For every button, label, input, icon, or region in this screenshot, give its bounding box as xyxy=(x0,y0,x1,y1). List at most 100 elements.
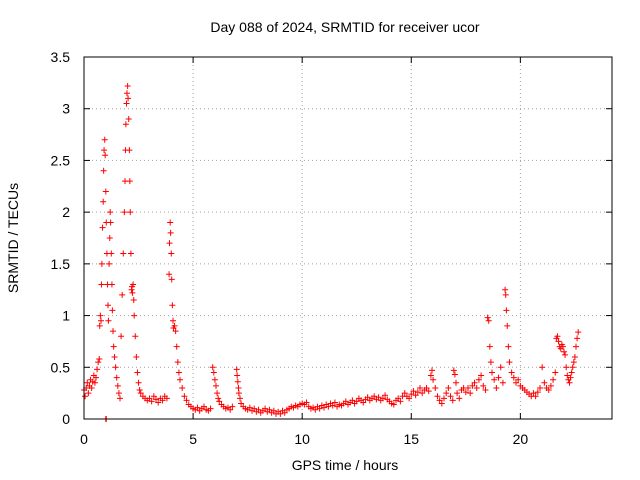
data-point xyxy=(150,393,157,400)
data-point xyxy=(183,397,190,404)
data-point xyxy=(503,307,510,314)
data-point xyxy=(234,372,241,379)
data-point xyxy=(94,366,101,373)
data-point xyxy=(329,402,336,409)
x-tick-label: 15 xyxy=(403,431,419,447)
data-point xyxy=(486,343,493,350)
data-point xyxy=(101,147,108,154)
data-point xyxy=(487,359,494,366)
data-point xyxy=(209,364,216,371)
data-point xyxy=(175,369,182,376)
data-point xyxy=(303,399,310,406)
data-point xyxy=(427,372,434,379)
data-point xyxy=(170,317,177,324)
data-point xyxy=(146,395,153,402)
data-point xyxy=(545,387,552,394)
data-point xyxy=(181,393,188,400)
data-point xyxy=(133,353,140,360)
data-point xyxy=(108,281,115,288)
data-point xyxy=(312,406,319,413)
data-point xyxy=(129,289,136,296)
y-tick-labels: 0 0.5 1 1.5 2 2.5 3 3.5 xyxy=(51,49,71,427)
data-point xyxy=(125,95,132,102)
data-point xyxy=(281,409,288,416)
data-point xyxy=(575,329,582,336)
data-point xyxy=(88,384,95,391)
data-point xyxy=(108,250,115,257)
data-point xyxy=(277,410,284,417)
data-point xyxy=(530,390,537,397)
data-point xyxy=(454,390,461,397)
data-point xyxy=(168,250,175,257)
data-point xyxy=(117,395,123,402)
data-point xyxy=(349,397,356,404)
data-point xyxy=(100,167,107,174)
data-point xyxy=(159,397,166,404)
data-point xyxy=(126,178,133,185)
data-point xyxy=(171,322,178,329)
data-point xyxy=(201,403,207,410)
data-point xyxy=(419,390,426,397)
data-point xyxy=(130,281,137,288)
data-point xyxy=(417,384,423,391)
data-point xyxy=(131,312,138,319)
data-point xyxy=(102,152,109,159)
data-point xyxy=(246,404,253,411)
data-point xyxy=(371,393,378,400)
data-point xyxy=(235,390,242,397)
data-point xyxy=(423,384,430,391)
data-point xyxy=(360,399,367,406)
data-point xyxy=(93,374,99,381)
data-point xyxy=(342,398,349,405)
data-point xyxy=(216,398,223,405)
data-point xyxy=(166,240,173,247)
data-point xyxy=(172,328,179,335)
data-point xyxy=(410,388,417,395)
data-point xyxy=(502,291,509,298)
data-point xyxy=(194,404,201,411)
data-point xyxy=(539,364,546,371)
data-point xyxy=(155,399,162,406)
data-point xyxy=(127,250,134,257)
y-tick-label: 2.5 xyxy=(51,152,71,168)
data-point xyxy=(174,359,181,366)
data-point xyxy=(382,392,389,399)
data-point xyxy=(555,338,562,345)
data-point xyxy=(429,367,435,374)
grid xyxy=(84,57,612,419)
data-point xyxy=(473,384,480,391)
data-point xyxy=(130,297,137,304)
data-point xyxy=(554,333,561,340)
data-point xyxy=(110,343,117,350)
data-point xyxy=(515,376,522,383)
data-point xyxy=(235,384,242,391)
data-point xyxy=(353,398,360,405)
chart-title: Day 088 of 2024, SRMTID for receiver uco… xyxy=(210,19,480,35)
data-point xyxy=(513,379,519,386)
data-point xyxy=(462,389,469,396)
data-point xyxy=(96,322,103,329)
data-point xyxy=(270,407,277,414)
data-point xyxy=(126,147,133,154)
data-point xyxy=(482,387,489,394)
data-point xyxy=(484,314,491,321)
data-point xyxy=(132,333,139,340)
x-axis-label: GPS time / hours xyxy=(292,457,399,473)
data-point xyxy=(552,369,559,376)
data-point xyxy=(238,400,245,407)
data-point xyxy=(106,235,113,241)
data-point xyxy=(568,369,575,376)
data-point xyxy=(432,384,439,391)
data-point xyxy=(316,405,323,412)
data-point xyxy=(443,390,450,397)
data-point xyxy=(321,404,327,411)
data-point xyxy=(229,403,236,410)
data-point xyxy=(573,343,579,350)
data-point xyxy=(207,405,214,412)
y-tick-label: 2 xyxy=(62,204,70,220)
data-point xyxy=(449,397,456,404)
x-tick-label: 5 xyxy=(189,431,197,447)
data-point xyxy=(167,229,174,236)
data-point xyxy=(504,322,511,329)
